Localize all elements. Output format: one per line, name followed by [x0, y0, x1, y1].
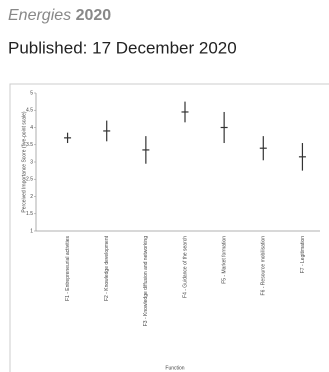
journal-line: Energies 2020 — [8, 7, 111, 24]
y-tick-label: 5 — [30, 90, 33, 96]
x-tick-label: F1 - Entrepreneurial activities — [65, 236, 71, 302]
year: 2020 — [76, 7, 112, 24]
y-tick-label: 2.5 — [26, 177, 33, 183]
published-date: Published: 17 December 2020 — [8, 38, 237, 57]
x-tick-label: F5 - Market formation — [221, 236, 227, 284]
x-tick-label: F4 - Guidance of the search — [182, 236, 188, 298]
x-tick-label: F2 - Knowledge development — [104, 235, 110, 301]
y-tick-label: 4 — [30, 125, 33, 131]
x-axis-label: Function — [165, 365, 184, 371]
y-axis-label: Perceived Importance Score (five-point s… — [21, 111, 27, 212]
figure-frame — [9, 83, 329, 372]
x-tick-label: F3 - Knowledge diffusion and networking — [143, 236, 149, 326]
journal: Energies — [8, 7, 71, 24]
y-tick-label: 3 — [30, 159, 33, 165]
x-tick-label: F6 - Resource mobilisation — [261, 236, 267, 296]
x-tick-label: F7 - Legitimation — [300, 236, 306, 273]
y-tick-label: 4.5 — [26, 108, 33, 114]
y-tick-label: 1.5 — [26, 211, 33, 217]
y-tick-label: 1 — [30, 228, 33, 234]
y-tick-label: 2 — [30, 194, 33, 200]
y-tick-label: 3.5 — [26, 142, 33, 148]
